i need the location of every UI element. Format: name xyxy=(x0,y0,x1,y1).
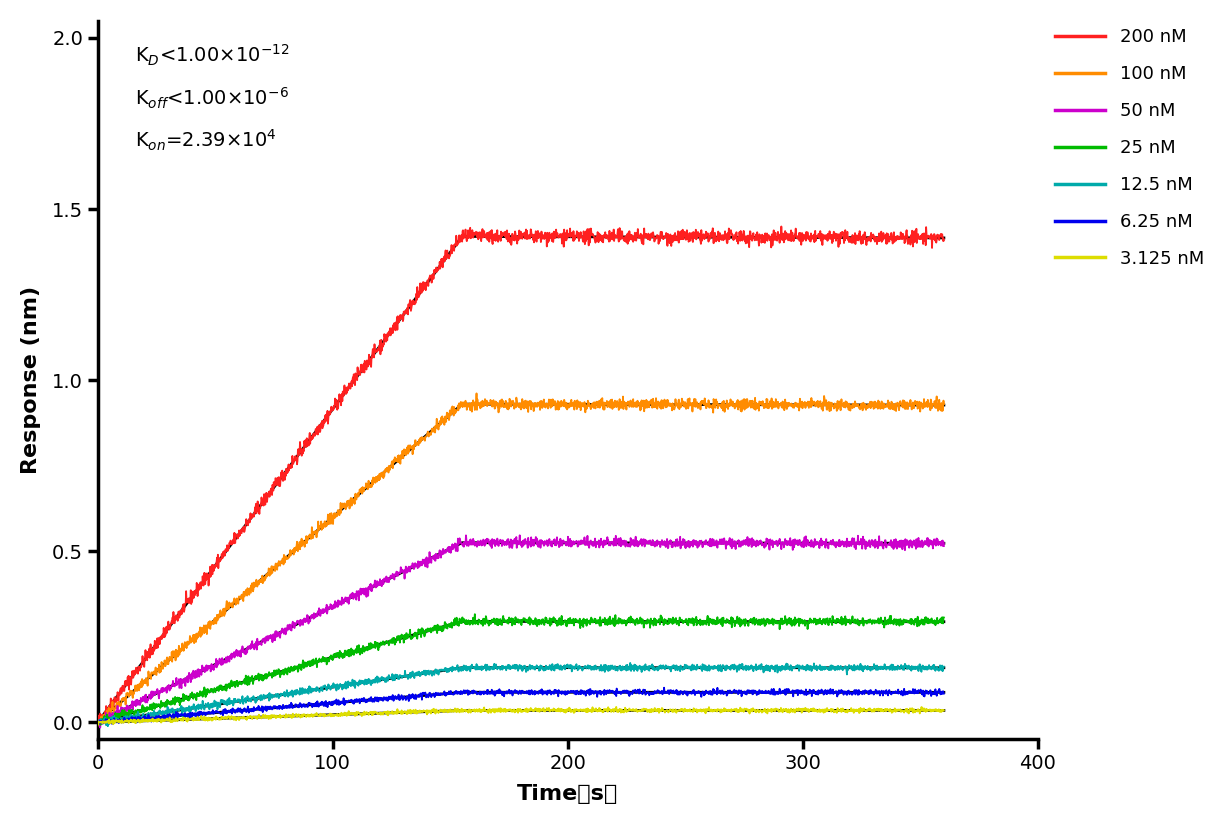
Y-axis label: Response (nm): Response (nm) xyxy=(21,286,41,474)
X-axis label: Time（s）: Time（s） xyxy=(517,785,618,804)
Legend: 200 nM, 100 nM, 50 nM, 25 nM, 12.5 nM, 6.25 nM, 3.125 nM: 200 nM, 100 nM, 50 nM, 25 nM, 12.5 nM, 6… xyxy=(1047,21,1211,275)
Text: K$_D$<1.00×10$^{-12}$
K$_{off}$<1.00×10$^{-6}$
K$_{on}$=2.39×10$^4$: K$_D$<1.00×10$^{-12}$ K$_{off}$<1.00×10$… xyxy=(136,42,290,153)
